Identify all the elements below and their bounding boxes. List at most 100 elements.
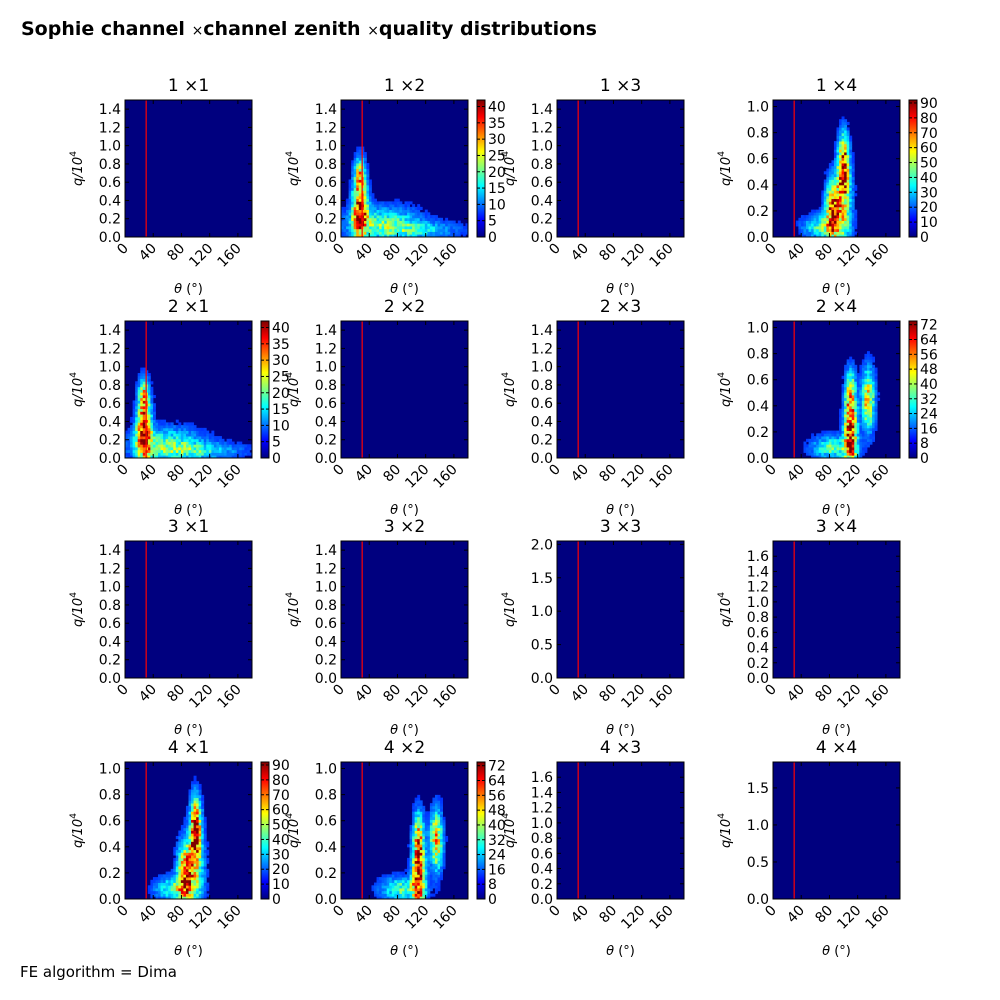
- heatmap-cell: [407, 885, 410, 889]
- heatmap-cell: [165, 422, 169, 426]
- heatmap-cell: [203, 830, 207, 834]
- heatmap-cell: [866, 386, 870, 390]
- heatmap-cell: [206, 849, 210, 853]
- heatmap-cell: [861, 403, 865, 407]
- y-tick-label: 1.0: [531, 360, 553, 376]
- heatmap-cell: [351, 215, 355, 219]
- heatmap-cell: [384, 209, 388, 213]
- heatmap-cell: [180, 863, 184, 867]
- heatmap-cell: [844, 367, 848, 371]
- colorbar-tick-label: 80: [272, 773, 290, 789]
- heatmap-cell: [849, 411, 853, 415]
- y-tick-label: 0.2: [747, 425, 769, 441]
- heatmap-cell: [135, 392, 139, 396]
- heatmap-cell: [806, 228, 809, 232]
- heatmap-cell: [150, 447, 154, 451]
- heatmap-cell: [442, 825, 446, 829]
- heatmap-cell: [434, 879, 438, 883]
- heatmap-cell: [841, 389, 845, 393]
- heatmap-cell: [381, 228, 385, 232]
- heatmap-cell: [434, 816, 438, 820]
- heatmap-cell: [231, 444, 235, 448]
- heatmap-cell: [203, 835, 207, 840]
- heatmap-cell: [376, 234, 380, 238]
- heatmap-cell: [196, 888, 200, 892]
- heatmap-cell: [427, 877, 431, 881]
- heatmap-cell: [368, 212, 372, 216]
- heatmap-cell: [866, 356, 870, 360]
- heatmap-cell: [188, 846, 192, 851]
- heatmap-cell: [152, 888, 156, 892]
- heatmap-cell: [811, 444, 815, 448]
- heatmap-cell: [432, 838, 436, 842]
- heatmap-cell: [864, 441, 868, 445]
- heatmap-cell: [800, 217, 804, 221]
- heatmap-cell: [833, 447, 837, 451]
- heatmap-cell: [844, 386, 848, 390]
- heatmap-cell: [856, 386, 860, 390]
- heatmap-cell: [188, 841, 192, 845]
- heatmap-cell: [196, 893, 200, 897]
- heatmap-cell: [412, 879, 416, 883]
- heatmap-cell: [844, 212, 848, 216]
- heatmap-cell: [183, 871, 187, 875]
- heatmap-cell: [381, 896, 385, 900]
- heatmap-cell: [849, 441, 853, 445]
- heatmap-cell: [826, 436, 830, 440]
- heatmap-cell: [854, 364, 858, 368]
- heatmap-cell: [193, 441, 197, 445]
- heatmap-cell: [839, 201, 842, 205]
- heatmap-cell: [427, 844, 431, 848]
- heatmap-cell: [150, 879, 154, 883]
- heatmap-cell: [191, 816, 194, 820]
- heatmap-cell: [434, 833, 438, 837]
- heatmap-cell: [861, 378, 865, 382]
- heatmap-cell: [419, 860, 423, 864]
- heatmap-cell: [833, 430, 837, 434]
- heatmap-cell: [424, 874, 428, 878]
- heatmap-cell: [419, 223, 423, 227]
- heatmap-cell: [826, 444, 830, 448]
- heatmap-cell: [155, 888, 159, 892]
- heatmap-cell: [175, 871, 179, 875]
- heatmap-cell: [386, 893, 390, 897]
- heatmap-cell: [407, 893, 410, 897]
- heatmap-cell: [147, 436, 151, 440]
- heatmap-cell: [859, 364, 863, 368]
- heatmap-cell: [849, 187, 853, 191]
- x-tick-label: 80: [812, 682, 836, 706]
- heatmap-cell: [844, 449, 848, 453]
- heatmap-cell: [422, 816, 426, 820]
- heatmap-cell: [826, 195, 830, 200]
- heatmap-cell: [191, 896, 194, 900]
- heatmap-cell: [872, 427, 875, 431]
- heatmap-cell: [839, 121, 842, 126]
- x-tick-label: 160: [862, 241, 892, 271]
- heatmap-cell: [869, 392, 873, 396]
- heatmap-cell: [419, 896, 423, 900]
- heatmap-cell: [188, 885, 192, 889]
- heatmap-cell: [818, 447, 822, 451]
- heatmap-cell: [376, 209, 380, 213]
- heatmap-cell: [193, 871, 197, 875]
- title-sep-2: ×: [367, 23, 379, 39]
- heatmap-cell: [142, 433, 146, 437]
- heatmap-cell: [358, 223, 362, 227]
- heatmap-cell: [417, 860, 421, 864]
- heatmap-cell: [849, 444, 853, 448]
- heatmap-cell: [384, 896, 388, 900]
- heatmap-cell: [417, 838, 421, 842]
- heatmap-cell: [361, 173, 365, 178]
- heatmap-cell: [412, 890, 416, 894]
- y-tick-label: 0.0: [315, 671, 337, 687]
- heatmap-cell: [351, 204, 355, 208]
- heatmap-cell: [358, 226, 362, 230]
- heatmap-cell: [353, 212, 357, 216]
- axes-frame: [340, 320, 469, 459]
- heatmap-cell: [813, 449, 817, 453]
- heatmap-cell: [861, 394, 865, 399]
- y-tick-label: 1.0: [747, 321, 769, 337]
- heatmap-cell: [874, 367, 878, 371]
- heatmap-cell: [193, 896, 197, 900]
